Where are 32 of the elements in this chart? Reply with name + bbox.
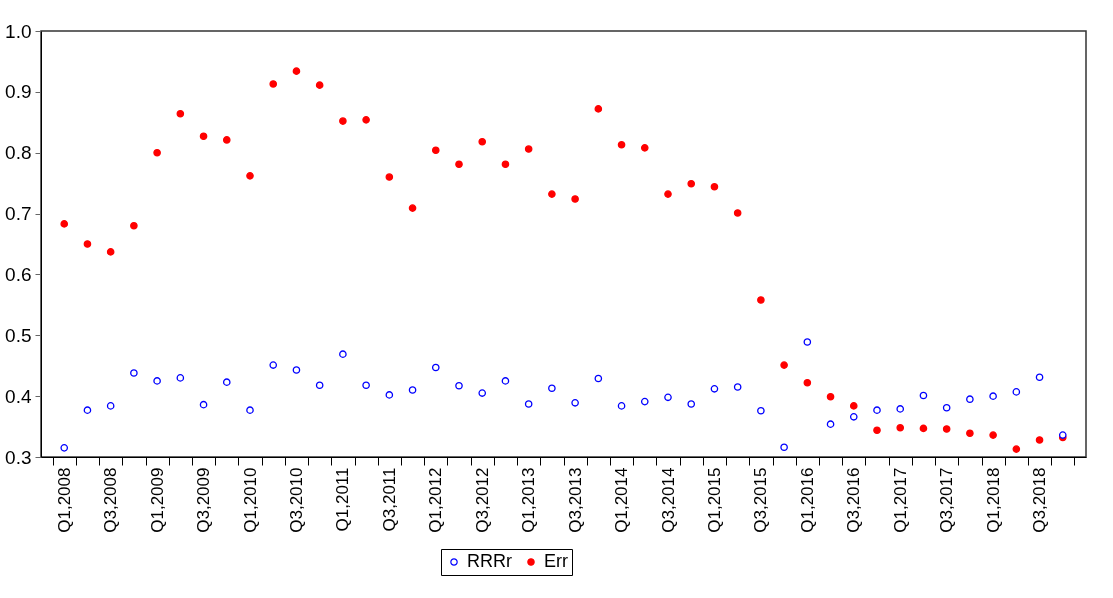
x-tick-label: Q1,2013: [519, 467, 539, 533]
x-tick-label: Q1,2017: [890, 467, 910, 533]
x-tick-label: Q1,2012: [426, 467, 446, 533]
y-tick-label: 0.6: [5, 263, 32, 285]
x-tick-label: Q1,2011: [333, 467, 353, 532]
x-tick-label: Q3,2016: [844, 467, 864, 533]
y-tick-label: 0.8: [5, 142, 32, 164]
y-tick-label: 1.0: [5, 20, 32, 42]
legend-label: RRRr: [467, 551, 512, 571]
x-tick-label: Q3,2014: [658, 467, 678, 533]
x-tick-label: Q3,2008: [101, 467, 121, 533]
x-tick-label: Q1,2014: [612, 467, 632, 533]
x-tick-label: Q3,2013: [565, 467, 585, 533]
y-tick-label: 0.3: [5, 446, 32, 468]
x-tick-label: Q3,2018: [1030, 467, 1050, 533]
x-tick-label: Q3,2017: [937, 467, 957, 533]
y-tick-label: 0.5: [5, 324, 32, 346]
x-tick-label: Q3,2012: [472, 467, 492, 533]
x-tick-label: Q1,2016: [797, 467, 817, 533]
x-tick-label: Q3,2015: [751, 467, 771, 533]
x-tick-label: Q3,2009: [194, 467, 214, 533]
x-tick-label: Q3,2011: [379, 467, 399, 532]
y-tick-label: 0.7: [5, 203, 32, 225]
x-tick-label: Q1,2018: [983, 467, 1003, 533]
x-tick-label: Q1,2010: [240, 467, 260, 533]
y-tick-label: 0.4: [5, 385, 32, 407]
x-tick-label: Q3,2010: [286, 467, 306, 533]
legend-label: Err: [544, 551, 568, 571]
x-tick-label: Q1,2015: [704, 467, 724, 533]
y-tick-label: 0.9: [5, 81, 32, 103]
x-tick-label: Q1,2008: [54, 467, 74, 533]
x-tick-label: Q1,2009: [147, 467, 167, 533]
